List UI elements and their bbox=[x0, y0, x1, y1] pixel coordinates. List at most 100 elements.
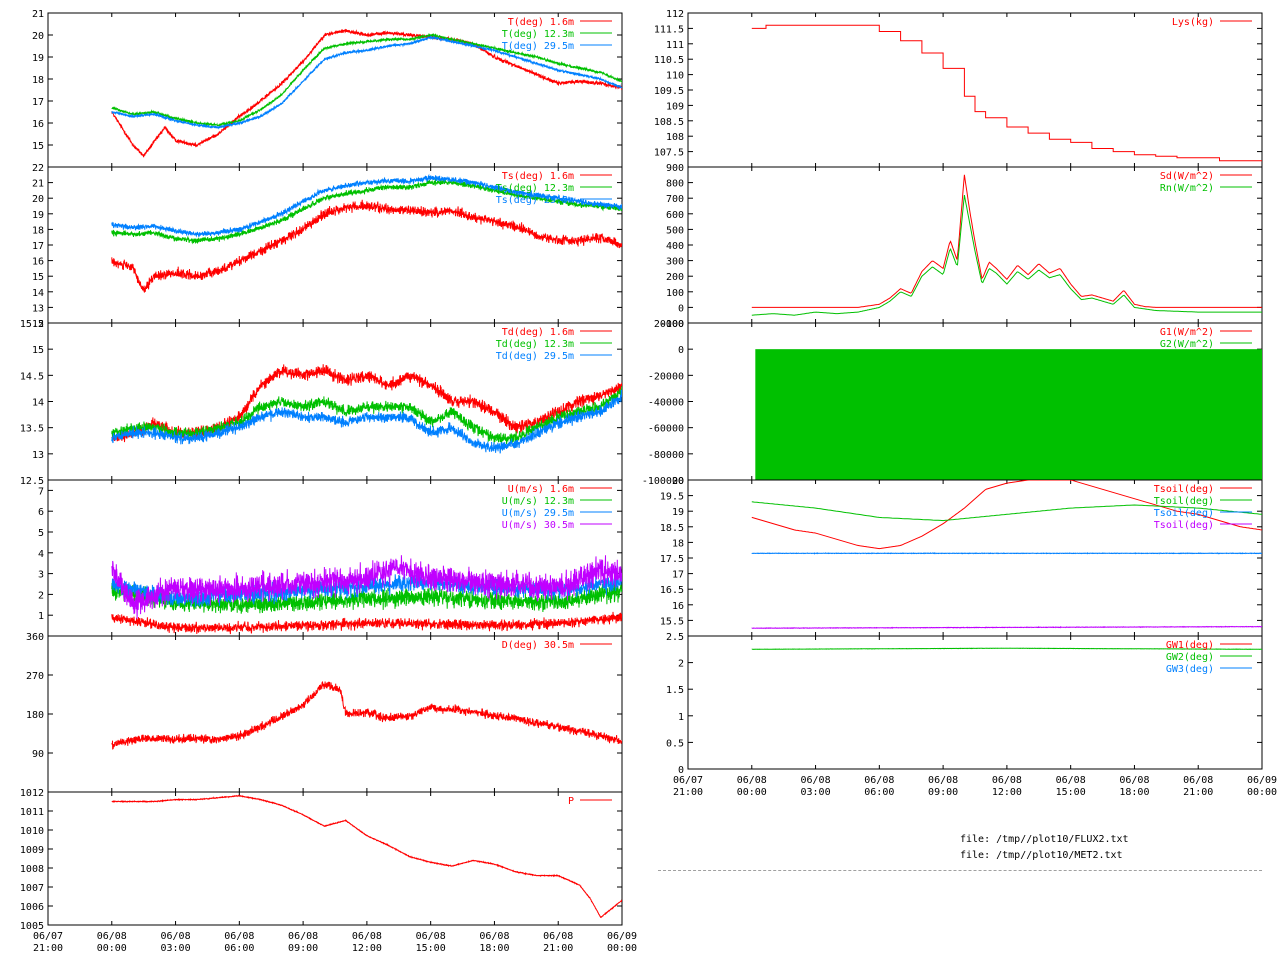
series-line bbox=[111, 32, 622, 128]
y-tick-label: 12.5 bbox=[20, 476, 44, 487]
x-tick-label-date: 06/07 bbox=[673, 775, 703, 786]
y-tick-label: 500 bbox=[666, 225, 684, 236]
y-tick-label: 1011 bbox=[20, 807, 44, 818]
x-tick-label-time: 00:00 bbox=[737, 787, 767, 798]
y-tick-label: -100000 bbox=[642, 476, 684, 487]
legend-label: T(deg) 1.6m bbox=[508, 17, 574, 28]
y-tick-label: 5 bbox=[38, 528, 44, 539]
y-tick-label: 20 bbox=[32, 194, 44, 205]
series-line bbox=[111, 35, 622, 130]
series-line bbox=[111, 28, 622, 158]
legend-label: Sd(W/m^2) bbox=[1160, 171, 1214, 182]
y-tick-label: -40000 bbox=[648, 398, 684, 409]
series-line bbox=[751, 647, 1262, 651]
legend-label: U(m/s) 29.5m bbox=[502, 508, 574, 519]
y-tick-label: 1006 bbox=[20, 902, 44, 913]
x-tick-label-date: 06/09 bbox=[607, 931, 637, 942]
x-tick-label-date: 06/09 bbox=[1247, 775, 1277, 786]
y-tick-label: 360 bbox=[26, 632, 44, 643]
panel-plot-area bbox=[111, 28, 622, 158]
x-tick-label-time: 06:00 bbox=[864, 787, 894, 798]
y-tick-label: -80000 bbox=[648, 450, 684, 461]
series-area bbox=[755, 349, 1262, 480]
panel-plot-area bbox=[751, 174, 1262, 316]
panel-plot-area bbox=[111, 681, 622, 750]
y-tick-label: 17 bbox=[32, 241, 44, 252]
y-tick-label: 1009 bbox=[20, 845, 44, 856]
series-line bbox=[751, 551, 1262, 555]
legend-label: G2(W/m^2) bbox=[1160, 339, 1214, 350]
y-tick-label: 108 bbox=[666, 132, 684, 143]
y-tick-label: 16 bbox=[32, 119, 44, 130]
legend-label: Td(deg) 1.6m bbox=[502, 327, 574, 338]
x-tick-label-date: 06/08 bbox=[352, 931, 382, 942]
y-tick-label: 1008 bbox=[20, 864, 44, 875]
x-tick-label-time: 21:00 bbox=[543, 943, 573, 954]
y-tick-label: 14 bbox=[32, 398, 44, 409]
y-tick-label: 17 bbox=[32, 97, 44, 108]
y-tick-label: 19 bbox=[32, 210, 44, 221]
x-tick-label-time: 00:00 bbox=[1247, 787, 1277, 798]
panel-temp: 15 16 17 18 19 20 21 T(deg) 1.6mT(deg) 12.3mT(d… bbox=[32, 9, 623, 168]
panel-frame bbox=[687, 635, 1263, 770]
x-tick-label-date: 06/08 bbox=[416, 931, 446, 942]
panel-lys: 107.5 108 108.5 109 109.5 110 110.5 111 111.5 112… bbox=[654, 9, 1263, 168]
y-tick-label: 1 bbox=[678, 712, 684, 723]
series-line bbox=[751, 24, 1262, 162]
legend-label: Ts(deg) 1.6m bbox=[502, 171, 574, 182]
y-tick-label: 17 bbox=[672, 570, 684, 581]
y-tick-label: 7 bbox=[38, 486, 44, 497]
x-tick-label-date: 06/08 bbox=[992, 775, 1022, 786]
y-tick-label: 108.5 bbox=[654, 117, 684, 128]
y-tick-label: 900 bbox=[666, 163, 684, 174]
panel-plot-area bbox=[751, 24, 1262, 162]
series-line bbox=[111, 199, 622, 293]
x-tick-label-time: 06:00 bbox=[224, 943, 254, 954]
y-tick-label: 14.5 bbox=[20, 371, 44, 382]
file-line-met: file: /tmp//plot10/MET2.txt bbox=[960, 850, 1123, 861]
y-tick-label: 0 bbox=[678, 303, 684, 314]
y-tick-label: 18 bbox=[32, 225, 44, 236]
y-tick-label: 12 bbox=[32, 319, 44, 330]
y-tick-label: 600 bbox=[666, 210, 684, 221]
y-tick-label: 20 bbox=[32, 31, 44, 42]
panel-frame bbox=[47, 791, 623, 926]
x-tick-label-time: 03:00 bbox=[161, 943, 191, 954]
panel-plot-area bbox=[111, 555, 622, 635]
legend-label: GW1(deg) bbox=[1166, 640, 1214, 651]
y-tick-label: 107.5 bbox=[654, 148, 684, 159]
legend-label: U(m/s) 30.5m bbox=[502, 520, 574, 531]
y-tick-label: 90 bbox=[32, 749, 44, 760]
series-line bbox=[111, 681, 622, 750]
panel-plot-area bbox=[755, 349, 1262, 480]
y-tick-label: 18 bbox=[672, 538, 684, 549]
y-tick-label: 13 bbox=[32, 450, 44, 461]
panel-gw: 00.511.522.506/0721:0006/0800:0006/0803:… bbox=[666, 632, 1277, 798]
legend-label: GW3(deg) bbox=[1166, 664, 1214, 675]
y-tick-label: 109 bbox=[666, 101, 684, 112]
y-tick-label: 270 bbox=[26, 671, 44, 682]
y-tick-label: 1.5 bbox=[666, 685, 684, 696]
x-tick-label-date: 06/08 bbox=[1056, 775, 1086, 786]
x-tick-label-date: 06/08 bbox=[801, 775, 831, 786]
y-tick-label: 15.5 bbox=[20, 319, 44, 330]
y-tick-label: 1 bbox=[38, 611, 44, 622]
x-tick-label-time: 03:00 bbox=[801, 787, 831, 798]
x-tick-label-time: 15:00 bbox=[1056, 787, 1086, 798]
legend-label: Tsoil(deg) bbox=[1154, 520, 1214, 531]
panel-plot-area bbox=[111, 364, 622, 454]
x-tick-label-time: 18:00 bbox=[479, 943, 509, 954]
series-line bbox=[111, 173, 622, 238]
x-tick-label-time: 12:00 bbox=[992, 787, 1022, 798]
y-tick-label: 21 bbox=[32, 179, 44, 190]
x-tick-label-time: 00:00 bbox=[607, 943, 637, 954]
y-tick-label: 180 bbox=[26, 710, 44, 721]
y-tick-label: 14 bbox=[32, 288, 44, 299]
y-tick-label: 1012 bbox=[20, 788, 44, 799]
y-tick-label: 800 bbox=[666, 179, 684, 190]
y-tick-label: 300 bbox=[666, 257, 684, 268]
x-tick-label-time: 09:00 bbox=[288, 943, 318, 954]
y-tick-label: 700 bbox=[666, 194, 684, 205]
x-tick-label-time: 00:00 bbox=[97, 943, 127, 954]
